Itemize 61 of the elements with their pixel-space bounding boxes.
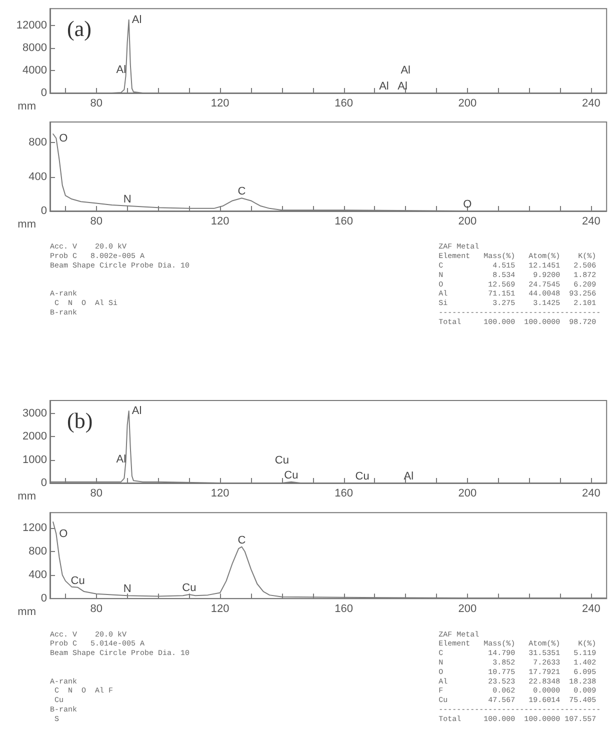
annotation: O: [59, 132, 68, 144]
annotation: Al: [379, 80, 389, 92]
x-axis-title: mm: [18, 606, 36, 618]
x-tick-label: 240: [582, 488, 600, 500]
x-tick-label: 200: [458, 216, 477, 228]
annotation: Cu: [284, 469, 298, 482]
x-tick-label: 160: [334, 488, 353, 500]
annotation: C: [238, 534, 246, 546]
y-tick-label: 1000: [22, 454, 47, 466]
x-axis-title: mm: [18, 490, 36, 502]
y-tick-label: 12000: [16, 19, 47, 32]
x-tick-label: 240: [582, 98, 600, 110]
annotation: Al: [398, 80, 408, 92]
x-tick-label: 240: [582, 603, 600, 616]
x-tick-label: 160: [334, 98, 353, 110]
y-tick-label: 3000: [22, 407, 47, 420]
y-tick-label: 800: [28, 545, 47, 558]
x-tick-label: 160: [334, 603, 353, 616]
annotation: O: [59, 528, 68, 540]
y-tick-label: 0: [40, 592, 47, 605]
x-tick-label: 120: [210, 603, 230, 616]
y-tick-label: 0: [40, 87, 47, 99]
annotation: N: [123, 193, 132, 206]
x-tick-label: 160: [334, 216, 353, 228]
annotation: Cu: [274, 454, 289, 466]
y-tick-label: 1200: [22, 522, 47, 534]
annotation: C: [238, 186, 246, 198]
annotation: Al: [132, 14, 142, 26]
x-tick-label: 120: [210, 98, 230, 110]
annotation: Cu: [182, 582, 196, 594]
chart-title: (b): [67, 408, 93, 433]
annotation: Al: [404, 470, 414, 482]
y-tick-label: 400: [28, 170, 47, 183]
x-tick-label: 120: [210, 488, 230, 500]
x-tick-label: 80: [90, 216, 103, 228]
x-tick-label: 120: [210, 216, 230, 228]
y-tick-label: 4000: [22, 64, 47, 76]
y-tick-label: 2000: [22, 430, 47, 443]
annotation: Al: [400, 64, 410, 76]
x-axis-title: mm: [18, 100, 36, 112]
x-tick-label: 80: [90, 98, 103, 110]
annotation: O: [463, 198, 472, 210]
y-tick-label: 800: [28, 136, 47, 149]
annotation: Cu: [355, 470, 370, 482]
x-tick-label: 200: [458, 98, 477, 110]
annotation: Al: [116, 453, 126, 466]
x-tick-label: 80: [90, 488, 103, 500]
y-tick-label: 0: [40, 477, 47, 489]
annotation: N: [123, 583, 132, 596]
x-axis-title: mm: [18, 218, 36, 230]
y-tick-label: 0: [40, 205, 47, 217]
chart-title: (a): [67, 16, 92, 42]
annotation: Al: [116, 64, 126, 76]
x-tick-label: 200: [458, 603, 477, 616]
y-tick-label: 8000: [22, 42, 47, 54]
x-tick-label: 80: [90, 603, 103, 616]
x-tick-label: 240: [582, 216, 600, 228]
annotation: Al: [132, 404, 142, 417]
y-tick-label: 400: [28, 569, 47, 582]
x-tick-label: 200: [458, 488, 477, 500]
annotation: Cu: [70, 574, 85, 587]
